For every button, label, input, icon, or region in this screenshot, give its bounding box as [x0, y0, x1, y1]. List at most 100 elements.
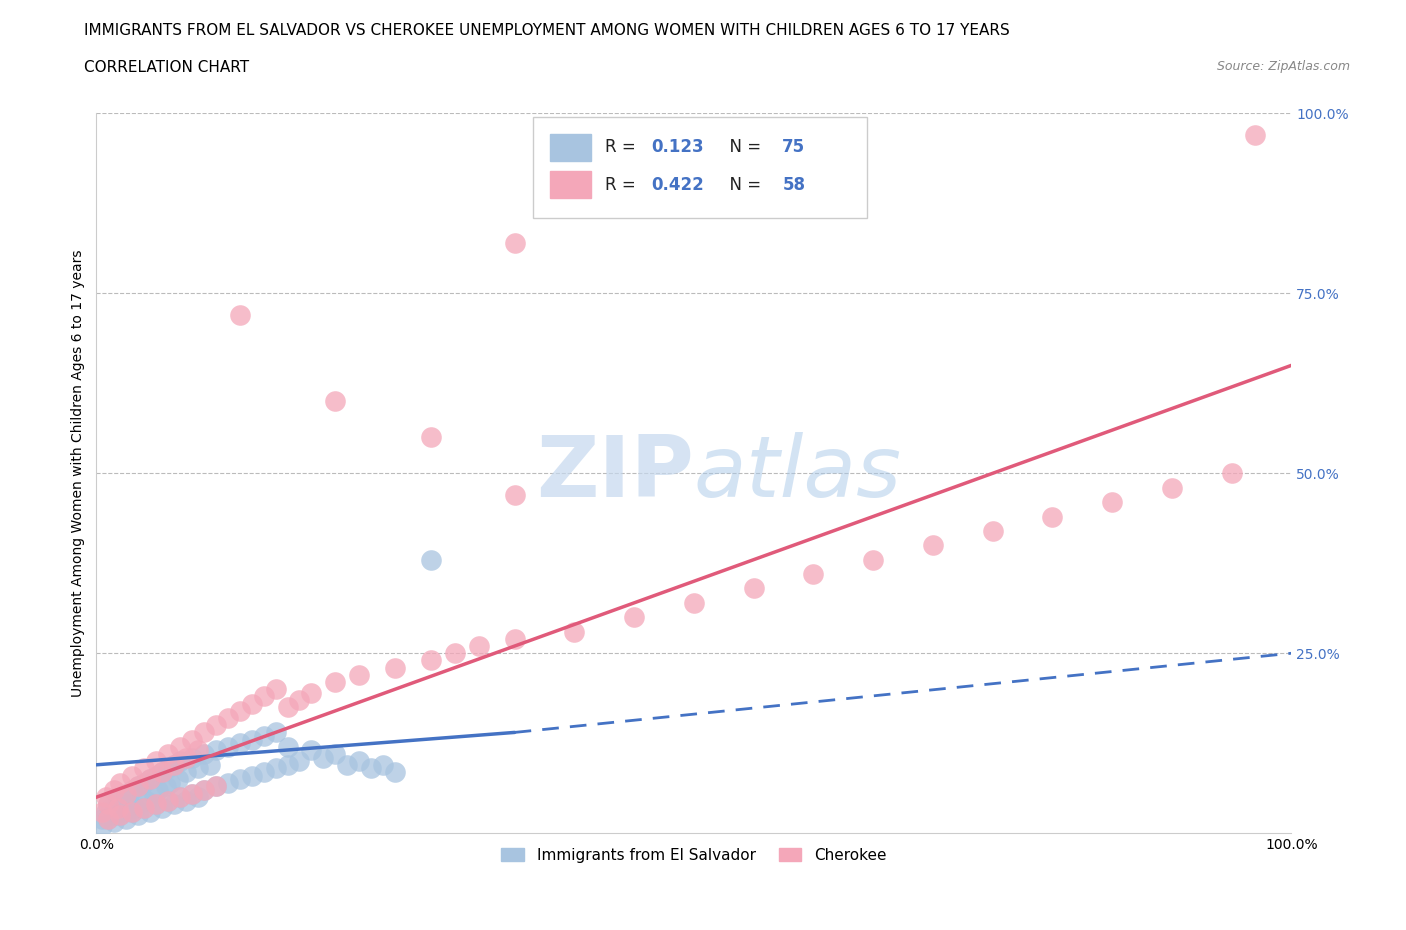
Point [253, 764, 276, 779]
Point [110, 790, 132, 804]
Point [94, 804, 117, 819]
Point [240, 732, 263, 747]
Text: R =: R = [606, 139, 641, 156]
Point [181, 732, 204, 747]
Point [134, 776, 156, 790]
Point [198, 757, 221, 772]
Point [103, 808, 125, 823]
Point [150, 801, 173, 816]
Point [420, 430, 443, 445]
Text: IMMIGRANTS FROM EL SALVADOR VS CHEROKEE UNEMPLOYMENT AMONG WOMEN WITH CHILDREN A: IMMIGRANTS FROM EL SALVADOR VS CHEROKEE … [84, 23, 1010, 38]
Text: N =: N = [718, 139, 766, 156]
Text: ZIP: ZIP [536, 432, 693, 515]
Point [110, 808, 132, 823]
Point [503, 487, 526, 502]
Point [91, 811, 114, 826]
Point [562, 624, 585, 639]
Point [139, 772, 162, 787]
Point [420, 653, 443, 668]
Point [801, 566, 824, 581]
Point [1160, 480, 1182, 495]
Point [100, 801, 122, 816]
Point [981, 524, 1004, 538]
Point [150, 764, 173, 779]
Point [193, 725, 215, 740]
Point [229, 308, 252, 323]
Point [107, 793, 129, 808]
Point [205, 779, 228, 794]
Point [264, 761, 287, 776]
Point [121, 804, 143, 819]
Point [205, 718, 228, 733]
Point [193, 747, 215, 762]
Point [217, 739, 239, 754]
Point [145, 797, 167, 812]
Point [97, 811, 120, 826]
Point [264, 682, 287, 697]
Text: 58: 58 [782, 176, 806, 193]
Point [181, 751, 204, 765]
Point [277, 757, 299, 772]
Point [240, 768, 263, 783]
Point [91, 804, 114, 819]
Point [420, 552, 443, 567]
Point [157, 761, 180, 776]
Point [187, 743, 209, 758]
Point [325, 674, 347, 689]
Point [107, 801, 129, 816]
Text: CORRELATION CHART: CORRELATION CHART [84, 60, 249, 75]
Point [1220, 466, 1243, 481]
Legend: Immigrants from El Salvador, Cherokee: Immigrants from El Salvador, Cherokee [495, 842, 893, 869]
Point [217, 776, 239, 790]
Point [253, 689, 276, 704]
Point [139, 804, 162, 819]
Point [1040, 509, 1063, 524]
Point [742, 581, 765, 596]
Point [301, 743, 323, 758]
Point [623, 610, 645, 625]
Point [181, 786, 204, 801]
Point [163, 757, 186, 772]
Point [145, 754, 167, 769]
Text: Source: ZipAtlas.com: Source: ZipAtlas.com [1216, 60, 1350, 73]
Point [169, 739, 191, 754]
Point [174, 793, 197, 808]
Point [134, 761, 156, 776]
FancyBboxPatch shape [550, 171, 591, 198]
Point [127, 808, 149, 823]
Point [373, 757, 395, 772]
Point [277, 739, 299, 754]
Point [253, 728, 276, 743]
Point [150, 764, 173, 779]
Point [360, 761, 382, 776]
Point [124, 801, 146, 816]
Point [142, 786, 165, 801]
Point [503, 631, 526, 646]
Point [139, 772, 162, 787]
Point [862, 552, 884, 567]
Point [97, 811, 120, 826]
Point [325, 747, 347, 762]
Point [103, 815, 125, 830]
Point [166, 772, 188, 787]
Point [97, 797, 120, 812]
Point [205, 743, 228, 758]
Point [181, 786, 204, 801]
Point [159, 776, 181, 790]
Point [163, 757, 186, 772]
Point [169, 790, 191, 804]
Text: 0.123: 0.123 [651, 139, 703, 156]
Point [503, 235, 526, 250]
Point [174, 751, 197, 765]
Point [91, 818, 114, 833]
Point [111, 804, 134, 819]
Point [301, 685, 323, 700]
Y-axis label: Unemployment Among Women with Children Ages 6 to 17 years: Unemployment Among Women with Children A… [72, 249, 86, 698]
Point [193, 782, 215, 797]
Point [444, 645, 467, 660]
Point [229, 736, 252, 751]
Point [103, 782, 125, 797]
Point [118, 797, 141, 812]
Point [145, 797, 167, 812]
Point [121, 804, 143, 819]
